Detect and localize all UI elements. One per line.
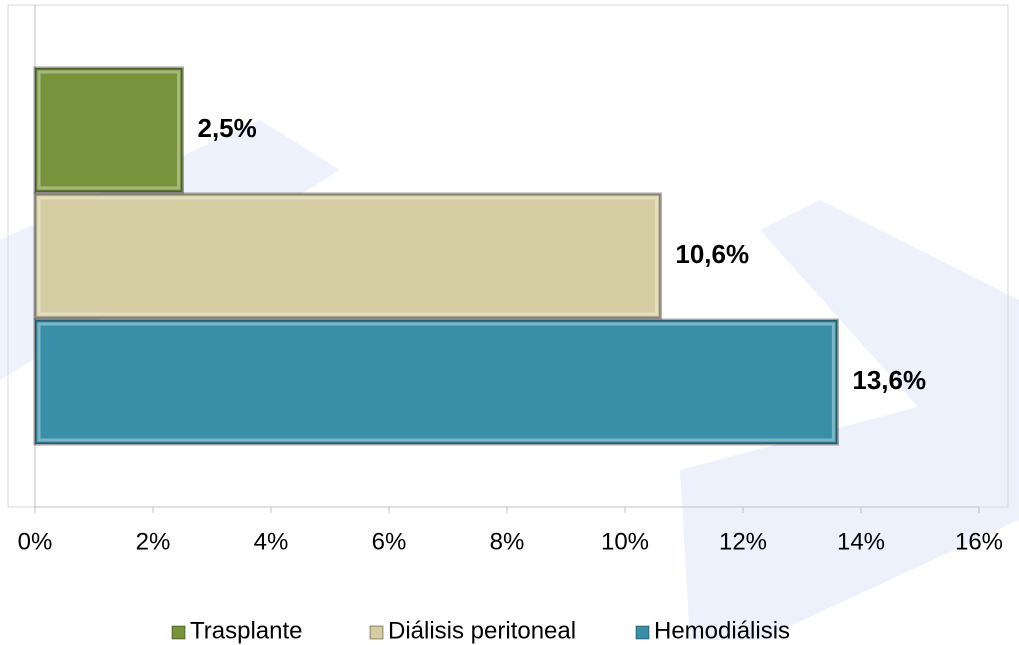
x-tick-label: 6% (372, 528, 407, 555)
x-tick-label: 10% (601, 528, 649, 555)
x-tick-label: 4% (254, 528, 289, 555)
x-tick-label: 8% (490, 528, 525, 555)
bar (33, 66, 184, 194)
legend-label: Hemodiálisis (654, 617, 790, 644)
bar (33, 192, 662, 320)
x-tick-label: 16% (955, 528, 1003, 555)
legend-marker (171, 625, 186, 640)
x-tick-label: 12% (719, 528, 767, 555)
legend-marker (369, 625, 384, 640)
data-label: 10,6% (675, 239, 749, 269)
bar-bevel (37, 322, 835, 442)
legend-label: Diálisis peritoneal (388, 617, 576, 644)
x-tick-label: 2% (136, 528, 171, 555)
bar-bevel (37, 70, 180, 190)
data-label: 2,5% (198, 113, 257, 143)
legend-marker (635, 625, 650, 640)
watermark-shape (760, 200, 1019, 520)
x-tick-label: 0% (18, 528, 53, 555)
data-label: 13,6% (852, 365, 926, 395)
bar-bevel (37, 196, 658, 316)
watermark-shape (680, 380, 1019, 640)
legend-label: Trasplante (190, 617, 303, 644)
x-tick-label: 14% (837, 528, 885, 555)
bar (33, 318, 839, 446)
